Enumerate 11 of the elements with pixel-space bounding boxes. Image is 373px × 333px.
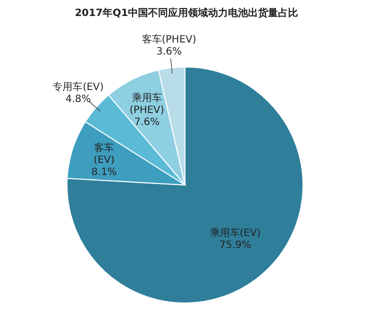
data-label: 75.9% bbox=[219, 240, 252, 252]
slice-label: 乘用车(PHEV) bbox=[130, 92, 164, 116]
slice-label: 乘用车(EV) bbox=[210, 227, 261, 240]
data-label: 7.6% bbox=[134, 117, 160, 128]
data-label: 4.8% bbox=[65, 94, 91, 106]
slice-label: 客车(EV) bbox=[94, 142, 115, 166]
chart-title: 2017年Q1中国不同应用领域动力电池出货量占比 bbox=[74, 7, 298, 19]
data-label: 8.1% bbox=[91, 167, 117, 178]
slice-label: 专用车(EV) bbox=[52, 81, 104, 94]
data-label: 3.6% bbox=[156, 46, 182, 58]
slice-label: 客车(PHEV) bbox=[142, 33, 196, 46]
